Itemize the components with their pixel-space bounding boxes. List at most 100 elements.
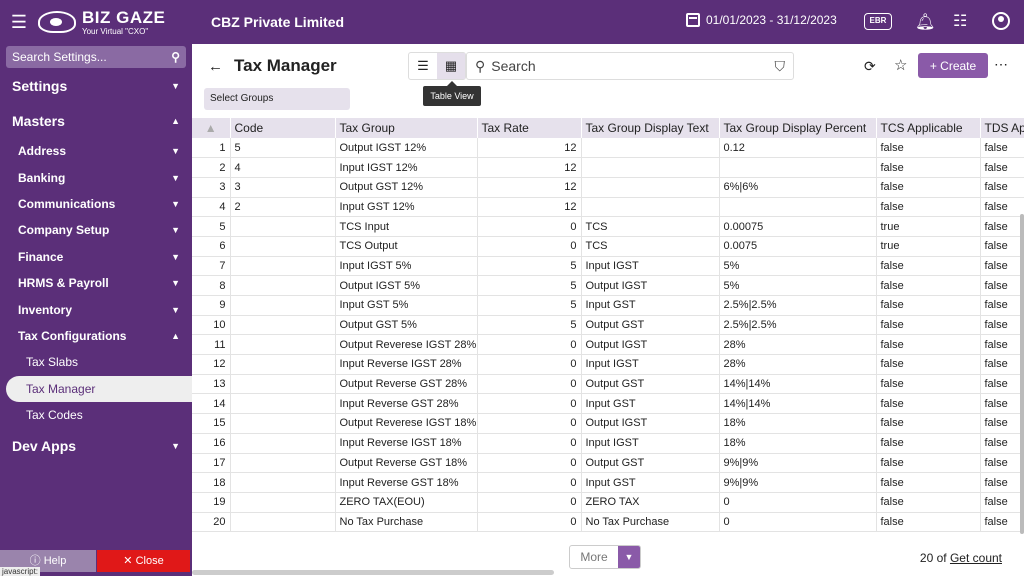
column-header[interactable]: Tax Group Display Percent: [719, 118, 877, 138]
filter-icon[interactable]: ⛉: [774, 57, 786, 74]
help-button[interactable]: ⓘ Help: [0, 550, 96, 572]
star-icon[interactable]: ☆: [894, 57, 908, 74]
table-row[interactable]: 5 TCS Input 0 TCS 0.00075 true false: [192, 216, 1024, 237]
table-row[interactable]: 17 Output Reverse GST 18% 0 Output GST 9%|9%…: [192, 453, 1024, 474]
vertical-scrollbar[interactable]: [1020, 214, 1024, 534]
column-header[interactable]: TCS Applicable: [876, 118, 981, 138]
settings-search-input[interactable]: Search Settings... ⚲: [6, 46, 186, 68]
row-number: 3: [192, 177, 231, 198]
table-row[interactable]: 4 2 Input GST 12% 12 false false: [192, 197, 1024, 218]
table-cell: 5%: [719, 275, 877, 296]
table-cell: [230, 512, 336, 533]
column-header[interactable]: Code: [230, 118, 336, 138]
view-toggle: ☰ ▦: [408, 52, 466, 80]
hamburger-menu-icon[interactable]: ☰: [10, 11, 28, 32]
table-row[interactable]: 1 5 Output IGST 12% 12 0.12 false false: [192, 138, 1024, 159]
user-profile-icon[interactable]: [992, 12, 1010, 30]
table-row[interactable]: 7 Input IGST 5% 5 Input IGST 5% false false: [192, 256, 1024, 277]
column-header[interactable]: Tax Group Display Text: [581, 118, 720, 138]
sidebar-item-label: Settings: [12, 77, 68, 94]
table-cell: [581, 177, 720, 198]
table-row[interactable]: 16 Input Reverse IGST 18% 0 Input IGST 18% fa…: [192, 433, 1024, 454]
table-view-icon[interactable]: ▦: [437, 53, 465, 79]
company-name[interactable]: CBZ Private Limited: [211, 14, 345, 30]
table-cell: [581, 197, 720, 218]
table-cell: [581, 157, 720, 178]
select-groups-dropdown[interactable]: Select Groups: [204, 88, 350, 110]
row-number: 5: [192, 216, 231, 237]
sidebar-item-tax-codes[interactable]: Tax Codes: [0, 402, 192, 428]
chevron-down-icon: ▼: [171, 278, 180, 289]
table-row[interactable]: 15 Output Reverese IGST 18% 0 Output IGST 18…: [192, 413, 1024, 434]
row-number: 2: [192, 157, 231, 178]
table-row[interactable]: 13 Output Reverse GST 28% 0 Output GST 14%|1…: [192, 374, 1024, 395]
horizontal-scrollbar[interactable]: [192, 570, 554, 575]
table-row[interactable]: 10 Output GST 5% 5 Output GST 2.5%|2.5% false…: [192, 315, 1024, 336]
row-number: 20: [192, 512, 231, 533]
search-icon[interactable]: ⚲: [171, 50, 180, 64]
sidebar-item-dev-apps[interactable]: Dev Apps ▼: [0, 428, 192, 463]
brand-logo[interactable]: BIZ GAZE Your Virtual "CXO": [38, 9, 208, 36]
table-cell: false: [876, 492, 981, 513]
sidebar-item-tax-manager[interactable]: Tax Manager: [6, 375, 192, 402]
search-input[interactable]: ⚲ Search ⛉: [466, 52, 794, 80]
sidebar-item-label: Dev Apps: [12, 437, 77, 454]
table-cell: Output GST 5%: [335, 315, 478, 336]
table-cell: false: [876, 393, 981, 415]
sidebar-item-masters[interactable]: Masters ▲: [0, 103, 192, 138]
row-number: 1: [192, 138, 231, 159]
sidebar-item-hrms-payroll[interactable]: HRMS & Payroll ▼: [0, 270, 192, 296]
table-row[interactable]: 11 Output Reverese IGST 28% 0 Output IGST 28…: [192, 334, 1024, 356]
create-button[interactable]: + Create: [918, 53, 988, 78]
sidebar-item-tax-slabs[interactable]: Tax Slabs: [0, 349, 192, 375]
table-row[interactable]: 18 Input Reverse GST 18% 0 Input GST 9%|9% fa…: [192, 472, 1024, 493]
table-row[interactable]: 8 Output IGST 5% 5 Output IGST 5% false false: [192, 275, 1024, 296]
sidebar-item-banking[interactable]: Banking ▼: [0, 164, 192, 190]
sort-arrow-icon[interactable]: ▲: [192, 118, 231, 138]
column-header[interactable]: TDS Ap: [980, 118, 1024, 138]
table-cell: 5: [477, 295, 582, 316]
table-row[interactable]: 2 4 Input IGST 12% 12 false false: [192, 157, 1024, 178]
chevron-down-icon: ▼: [171, 251, 180, 262]
sidebar-item-settings[interactable]: Settings ▼: [0, 68, 192, 103]
sidebar-item-address[interactable]: Address ▼: [0, 138, 192, 164]
sidebar-item-company-setup[interactable]: Company Setup ▼: [0, 217, 192, 243]
table-row[interactable]: 6 TCS Output 0 TCS 0.0075 true false: [192, 236, 1024, 257]
more-button[interactable]: More ▼: [569, 545, 641, 569]
notification-bell-icon[interactable]: 🔔︎: [915, 14, 936, 31]
row-number: 19: [192, 492, 231, 513]
table-row[interactable]: 20 No Tax Purchase 0 No Tax Purchase 0 false f…: [192, 512, 1024, 533]
table-cell: Input IGST 12%: [335, 157, 478, 178]
ebr-badge[interactable]: EBR: [864, 13, 892, 30]
sidebar-item-tax-configurations[interactable]: Tax Configurations ▲: [0, 323, 192, 349]
row-number: 14: [192, 393, 231, 415]
financial-period[interactable]: 01/01/2023 - 31/12/2023: [686, 13, 837, 27]
table-row[interactable]: 3 3 Output GST 12% 12 6%|6% false false: [192, 177, 1024, 198]
list-view-icon[interactable]: ☰: [417, 58, 429, 73]
back-arrow-icon[interactable]: ←: [208, 58, 223, 75]
table-cell: 12: [477, 177, 582, 198]
table-cell: false: [876, 354, 981, 375]
chevron-down-icon[interactable]: ▼: [618, 546, 640, 568]
row-number: 18: [192, 472, 231, 493]
table-row[interactable]: 9 Input GST 5% 5 Input GST 2.5%|2.5% false fal…: [192, 295, 1024, 316]
table-cell: 2.5%|2.5%: [719, 295, 877, 316]
get-count-link[interactable]: Get count: [949, 551, 1002, 565]
table-cell: Input IGST: [581, 433, 720, 454]
sidebar-item-communications[interactable]: Communications ▼: [0, 191, 192, 217]
table-row[interactable]: 14 Input Reverse GST 28% 0 Input GST 14%|14%…: [192, 393, 1024, 415]
sidebar-item-finance[interactable]: Finance ▼: [0, 244, 192, 270]
refresh-icon[interactable]: ⟳: [864, 58, 876, 74]
close-button[interactable]: ✕ Close: [97, 550, 190, 572]
table-row[interactable]: 19 ZERO TAX(EOU) 0 ZERO TAX 0 false false: [192, 492, 1024, 513]
sidebar-item-inventory[interactable]: Inventory ▼: [0, 296, 192, 322]
column-header[interactable]: Tax Group: [335, 118, 478, 138]
column-header[interactable]: Tax Rate: [477, 118, 582, 138]
help-label: Help: [43, 555, 67, 567]
table-cell: No Tax Purchase: [335, 512, 478, 533]
table-cell: [230, 374, 336, 395]
table-cell: false: [876, 374, 981, 395]
table-row[interactable]: 12 Input Reverse IGST 28% 0 Input IGST 28% fa…: [192, 354, 1024, 375]
more-options-icon[interactable]: ⋯: [994, 56, 1008, 72]
task-list-icon[interactable]: ☷: [953, 13, 968, 30]
